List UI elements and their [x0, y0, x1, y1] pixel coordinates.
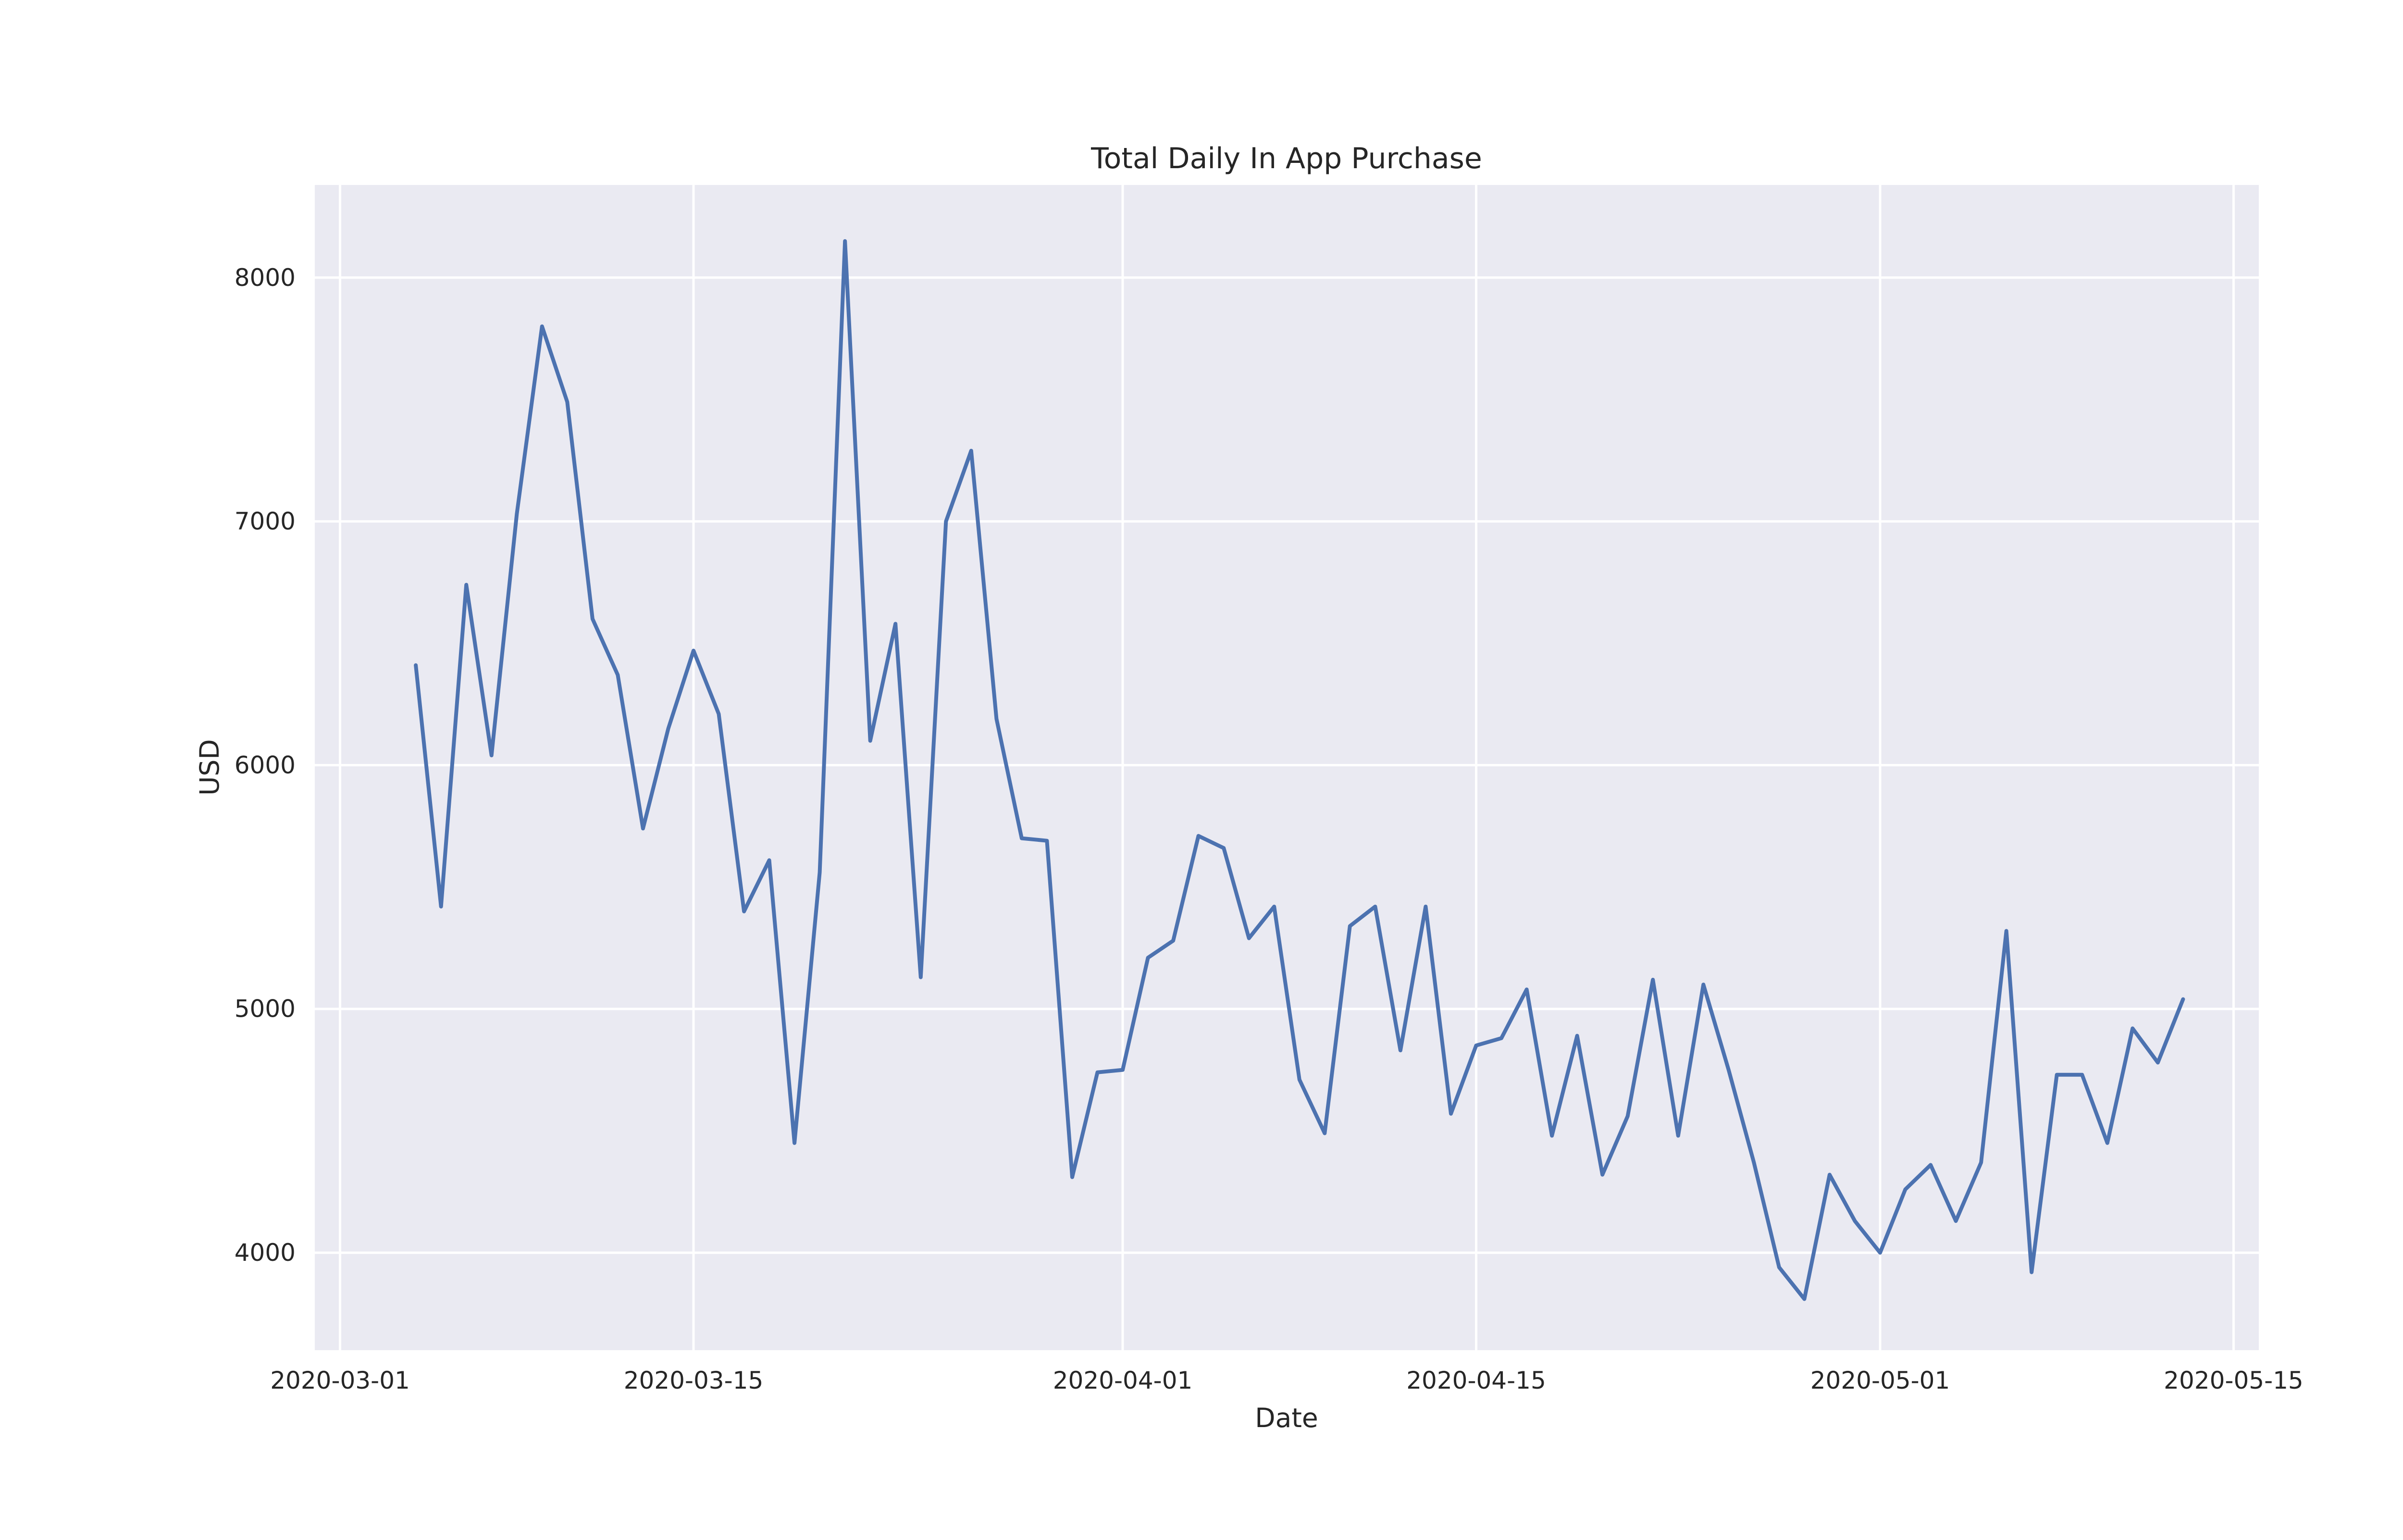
y-tick-label: 5000: [235, 995, 296, 1023]
tick-labels: 4000 5000 6000 7000 8000 2020-03-01 2020-03-15…: [235, 264, 2304, 1394]
y-axis-label: USD: [194, 739, 225, 796]
plot-background: [315, 185, 2259, 1350]
y-tick-label: 4000: [235, 1239, 296, 1267]
x-tick-label: 2020-04-15: [1406, 1367, 1546, 1394]
y-tick-label: 8000: [235, 264, 296, 292]
series-line-usd: [414, 239, 2185, 1301]
x-tick-label: 2020-05-01: [1810, 1367, 1950, 1394]
grid-lines: [315, 185, 2259, 1350]
x-tick-label: 2020-03-01: [270, 1367, 410, 1394]
x-tick-label: 2020-03-15: [624, 1367, 764, 1394]
x-tick-label: 2020-04-01: [1053, 1367, 1193, 1394]
x-axis-label: Date: [1255, 1403, 1318, 1433]
x-tick-label: 2020-05-15: [2164, 1367, 2304, 1394]
y-tick-label: 7000: [235, 507, 296, 535]
series-layer: [414, 239, 2185, 1301]
chart-title: Total Daily In App Purchase: [1090, 142, 1482, 175]
y-tick-label: 6000: [235, 751, 296, 779]
